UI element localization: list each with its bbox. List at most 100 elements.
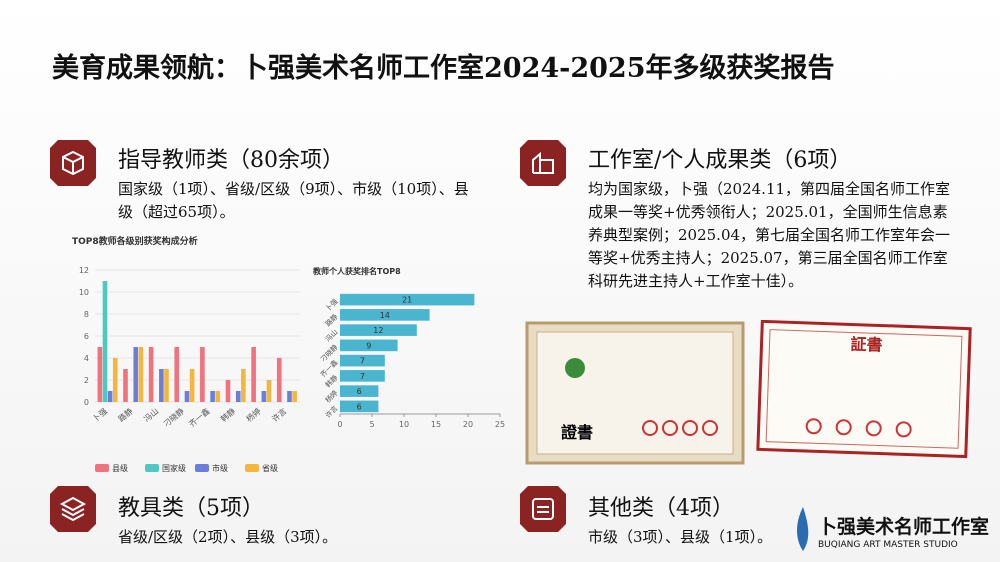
section-icon <box>520 140 566 186</box>
bar <box>189 369 195 402</box>
legend-swatch <box>95 464 109 472</box>
bar <box>102 281 108 402</box>
bar <box>276 358 282 402</box>
section-icon <box>50 140 96 186</box>
y-tick-label: 杨婷 <box>323 388 339 404</box>
bar <box>251 347 256 402</box>
x-tick-label: 路静 <box>116 406 135 424</box>
bar <box>340 370 385 382</box>
bar <box>159 369 164 402</box>
bar <box>138 347 144 402</box>
section-icon <box>520 486 566 532</box>
x-tick-label: 卜强 <box>91 407 109 424</box>
bar <box>266 380 272 402</box>
logo-subtitle: BUQIANG ART MASTER STUDIO <box>818 540 958 550</box>
bar <box>97 347 103 402</box>
section-icon <box>50 486 96 532</box>
bar <box>340 354 385 367</box>
value-label: 7 <box>360 357 365 366</box>
x-tick-label: 15 <box>431 420 441 429</box>
bar <box>215 391 221 402</box>
x-tick-label: 齐一鑫 <box>187 406 212 429</box>
chart-title: TOP8教师各级别获奖构成分析 <box>72 235 198 247</box>
section-heading: 教具类（5项） <box>118 496 264 521</box>
value-label: 6 <box>357 387 362 396</box>
x-tick-label: 韩静 <box>219 406 238 424</box>
y-tick-label: 冯山 <box>323 327 339 343</box>
legend-label: 县级 <box>112 463 128 473</box>
y-tick-label: 12 <box>79 266 89 275</box>
x-tick-label: 20 <box>463 420 473 429</box>
bar <box>340 400 379 413</box>
y-tick-label: 路静 <box>323 312 339 328</box>
bar <box>148 347 154 402</box>
certificate-emblem <box>565 358 585 378</box>
y-tick-label: 0 <box>84 398 89 407</box>
value-label: 9 <box>366 341 371 350</box>
y-tick-label: 卜强 <box>324 298 340 314</box>
x-tick-label: 25 <box>495 420 505 429</box>
bar <box>241 369 246 402</box>
x-tick-label: 5 <box>369 420 374 429</box>
y-tick-label: 10 <box>79 288 89 297</box>
certificate <box>756 320 972 459</box>
bar <box>340 339 398 352</box>
certificate-border <box>765 329 963 449</box>
bar <box>164 369 169 402</box>
logo-name: 卜强美术名师工作室 <box>818 516 990 538</box>
y-tick-label: 6 <box>84 332 89 341</box>
bar <box>107 391 113 402</box>
bar <box>340 385 379 397</box>
bar <box>340 324 417 336</box>
bar <box>235 391 241 402</box>
certificate-title: 證書 <box>561 423 593 442</box>
legend-swatch <box>195 464 209 472</box>
section-body: 国家级（1项）、省级/区级（9项）、市级（10项）、县级（超过65项）。 <box>118 180 469 221</box>
bar <box>225 380 231 402</box>
slide-title: 美育成果领航：卜强美术名师工作室2024-2025年多级获奖报告 <box>52 53 835 84</box>
x-tick-label: 0 <box>337 420 342 429</box>
bar <box>340 293 475 306</box>
bar <box>174 347 180 402</box>
bar <box>123 369 128 402</box>
bar <box>292 391 297 402</box>
value-label: 7 <box>360 372 365 381</box>
value-label: 14 <box>380 311 390 320</box>
value-label: 21 <box>402 296 412 305</box>
bar <box>184 391 190 402</box>
bar <box>112 358 118 402</box>
x-tick-label: 许言 <box>270 406 289 424</box>
section-heading: 工作室/个人成果类（6项） <box>588 148 852 173</box>
section-heading: 指导教师类（80余项） <box>118 148 344 173</box>
y-tick-label: 2 <box>84 376 89 385</box>
legend-label: 国家级 <box>162 463 186 473</box>
logo-mark <box>797 507 809 551</box>
chart-title: 教师个人获奖排名TOP8 <box>312 266 401 276</box>
chart: TOP8教师各级别获奖构成分析 0 2 4 6 8 10 12 卜强 路静 冯山 刁晓静 齐一鑫 韩静 杨婷… <box>72 235 300 473</box>
bar <box>200 347 205 402</box>
certificates: 證書 証書 <box>525 320 972 465</box>
section-heading: 其他类（4项） <box>588 496 734 521</box>
x-tick-label: 10 <box>399 420 409 429</box>
bar <box>287 391 292 402</box>
section-body: 均为国家级，卜强（2024.11，第四届全国名师工作室成果一等奖+优秀领衔人；2… <box>588 180 951 290</box>
bar <box>210 391 215 402</box>
section-body: 市级（3项）、县级（1项）。 <box>588 528 773 546</box>
legend-swatch <box>145 464 159 472</box>
bar <box>133 347 139 402</box>
y-tick-label: 4 <box>84 354 89 363</box>
bar <box>340 309 430 321</box>
certificate-paper <box>536 331 734 455</box>
value-label: 12 <box>373 326 383 335</box>
legend-swatch <box>245 464 259 472</box>
certificate-title: 証書 <box>850 334 883 354</box>
y-tick-label: 8 <box>84 310 89 319</box>
y-tick-label: 刁晓静 <box>318 343 339 364</box>
legend-label: 市级 <box>212 463 228 473</box>
x-tick-label: 刁晓静 <box>161 406 186 429</box>
x-tick-label: 冯山 <box>142 406 161 424</box>
value-label: 6 <box>357 402 362 411</box>
legend-label: 省级 <box>262 463 278 473</box>
